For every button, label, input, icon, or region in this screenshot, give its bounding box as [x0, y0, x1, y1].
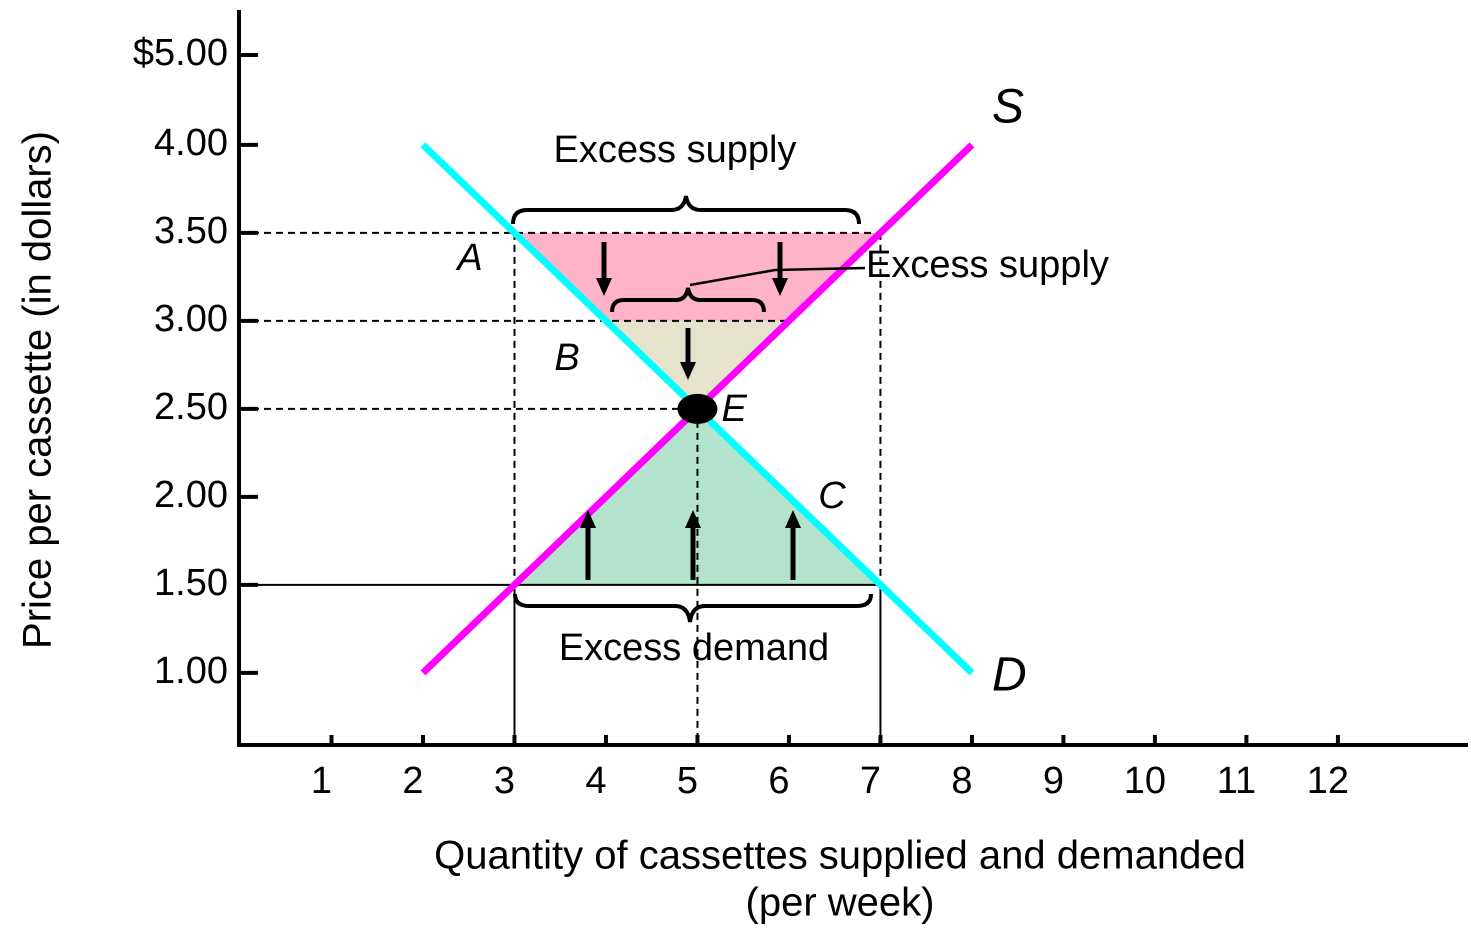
curve-label: D — [992, 649, 1027, 702]
brace — [610, 287, 766, 313]
arrow-head — [772, 278, 788, 296]
x-tick-label: 4 — [585, 760, 606, 802]
guides — [240, 231, 882, 745]
arrow-head — [785, 510, 801, 528]
y-tick-label: 4.00 — [154, 122, 228, 164]
x-tick-label: 11 — [1217, 760, 1256, 802]
x-tick-label: 9 — [1043, 760, 1064, 802]
excess-region — [605, 320, 789, 409]
arrow-head — [596, 278, 612, 296]
y-tick-label: $5.00 — [133, 32, 228, 74]
annotation: Excess supply — [554, 129, 797, 171]
arrow-head — [580, 510, 596, 528]
x-axis-title: Quantity of cassettes supplied and deman… — [434, 834, 1246, 878]
x-tick-label: 8 — [951, 760, 972, 802]
x-axis-subtitle: (per week) — [746, 881, 935, 925]
x-tick-label: 2 — [402, 760, 423, 802]
region-label: B — [554, 337, 579, 379]
leader-line — [689, 266, 866, 287]
x-tick-label: 7 — [860, 760, 881, 802]
x-tick-label: 6 — [768, 760, 789, 802]
y-tick-label: 3.00 — [154, 298, 228, 340]
x-tick-label: 5 — [677, 760, 698, 802]
equilibrium-label: E — [721, 388, 747, 430]
y-tick-label: 1.50 — [154, 562, 228, 604]
x-tick-label: 1 — [311, 760, 332, 802]
y-tick-label: 2.00 — [154, 474, 228, 516]
annotation: Excess supply — [866, 244, 1109, 286]
x-tick-label: 10 — [1124, 760, 1166, 802]
excess-region — [514, 232, 881, 321]
x-tick-label: 12 — [1307, 760, 1349, 802]
arrow-head — [680, 362, 696, 380]
region-label: C — [818, 475, 846, 517]
curve-label: S — [992, 81, 1024, 134]
region-label: A — [455, 237, 482, 279]
arrow-head — [685, 510, 701, 528]
y-axis-title: Price per cassette (in dollars) — [16, 131, 60, 649]
brace — [511, 195, 861, 225]
y-tick-label: 3.50 — [154, 210, 228, 252]
brace — [513, 593, 873, 623]
x-tick-label: 3 — [494, 760, 515, 802]
equilibrium-point — [677, 393, 718, 424]
annotation: Excess demand — [559, 627, 829, 669]
y-tick-label: 1.00 — [154, 650, 228, 692]
arrows — [580, 242, 801, 580]
y-tick-label: 2.50 — [154, 386, 228, 428]
braces — [511, 195, 873, 623]
